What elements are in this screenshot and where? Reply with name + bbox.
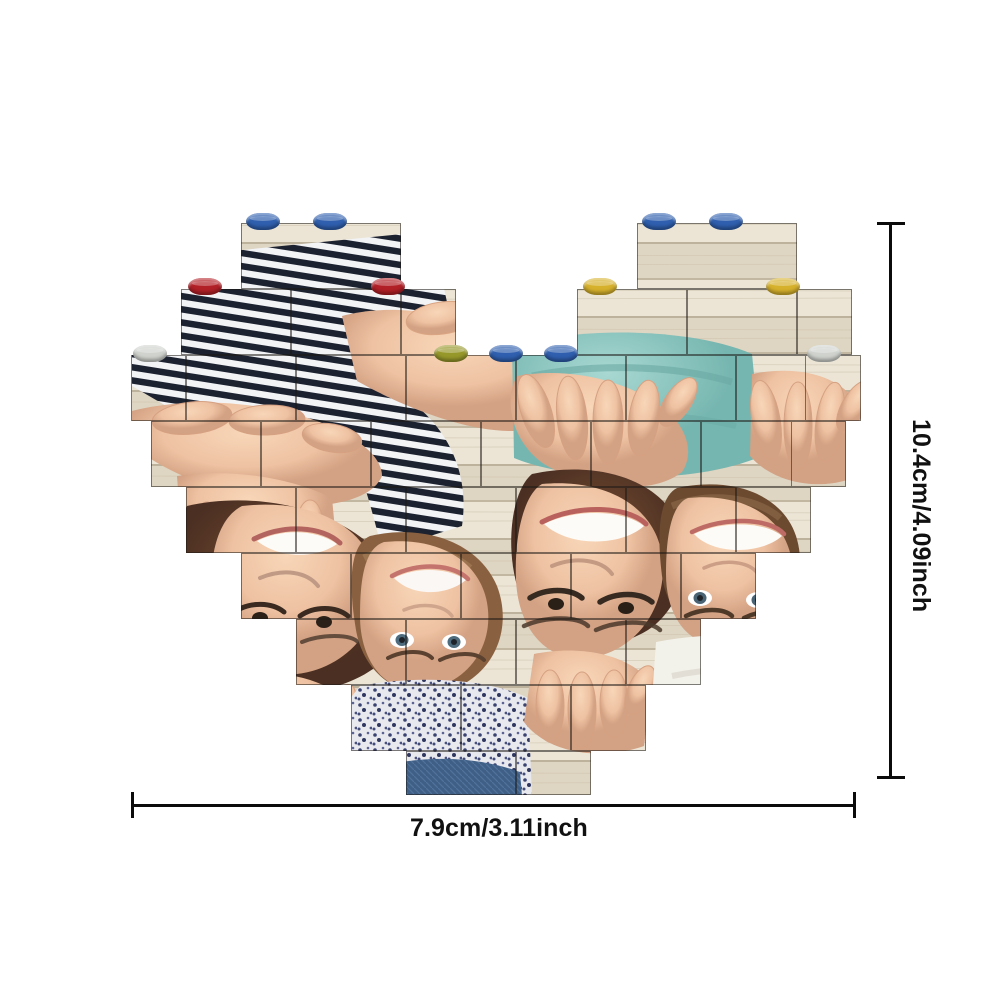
brick-r6-d[interactable] — [571, 553, 681, 619]
stud-top-right-2-icon — [709, 213, 743, 230]
brick-r5-b[interactable] — [296, 487, 406, 553]
brick-r5-c[interactable] — [406, 487, 516, 553]
brick-r4-a[interactable] — [151, 421, 261, 487]
brick-r4-b[interactable] — [261, 421, 371, 487]
brick-r2-left-a[interactable] — [181, 289, 291, 355]
stud-top-left-1-icon — [246, 213, 280, 230]
brick-r3-c[interactable] — [296, 355, 406, 421]
brick-r9-a[interactable] — [406, 751, 516, 795]
brick-r9-b[interactable] — [516, 751, 591, 795]
height-dimension-line — [889, 222, 892, 779]
brick-r7-c[interactable] — [516, 619, 626, 685]
height-dimension-cap-top — [877, 222, 905, 225]
stud-row2-left-2-icon — [371, 278, 405, 295]
brick-r3-h[interactable] — [805, 355, 861, 421]
brick-r8-b[interactable] — [461, 685, 571, 751]
width-dimension-line — [131, 804, 856, 807]
width-dimension-label: 7.9cm/3.11inch — [410, 814, 588, 842]
brick-r3-b[interactable] — [186, 355, 296, 421]
stud-mid-3-icon — [544, 345, 578, 362]
stud-row2-right-2-icon — [766, 278, 800, 295]
stud-row2-right-1-icon — [583, 278, 617, 295]
brick-r7-a[interactable] — [296, 619, 406, 685]
brick-r4-e[interactable] — [591, 421, 701, 487]
stud-mid-1-icon — [434, 345, 468, 362]
brick-r8-a[interactable] — [351, 685, 461, 751]
height-dimension-cap-bottom — [877, 776, 905, 779]
stud-row2-left-1-icon — [188, 278, 222, 295]
brick-r3-a[interactable] — [131, 355, 186, 421]
brick-r5-a[interactable] — [186, 487, 296, 553]
brick-r2-right-c[interactable] — [797, 289, 852, 355]
brick-r4-g[interactable] — [791, 421, 846, 487]
brick-r2-left-c[interactable] — [401, 289, 456, 355]
brick-r4-d[interactable] — [481, 421, 591, 487]
brick-r6-a[interactable] — [241, 553, 351, 619]
width-dimension-cap-left — [131, 792, 134, 818]
stud-top-right-1-icon — [642, 213, 676, 230]
brick-r6-c[interactable] — [461, 553, 571, 619]
brick-r6-e[interactable] — [681, 553, 756, 619]
brick-r7-d[interactable] — [626, 619, 701, 685]
brick-r3-d[interactable] — [406, 355, 516, 421]
brick-r2-left-b[interactable] — [291, 289, 401, 355]
brick-r2-right-b[interactable] — [687, 289, 797, 355]
heart-shaped-photo-block[interactable] — [131, 205, 861, 795]
height-dimension-label: 10.4cm/4.09inch — [907, 419, 935, 613]
stud-mid-2-icon — [489, 345, 523, 362]
stud-left-edge-icon — [133, 345, 167, 362]
stud-right-edge-icon — [807, 345, 841, 362]
brick-r3-f[interactable] — [626, 355, 736, 421]
brick-r4-c[interactable] — [371, 421, 481, 487]
brick-r5-d[interactable] — [516, 487, 626, 553]
brick-r3-e[interactable] — [516, 355, 626, 421]
brick-r1-left[interactable] — [241, 223, 401, 289]
brick-r8-c[interactable] — [571, 685, 646, 751]
brick-r5-e[interactable] — [626, 487, 736, 553]
stud-top-left-2-icon — [313, 213, 347, 230]
brick-r6-b[interactable] — [351, 553, 461, 619]
brick-r5-f[interactable] — [736, 487, 811, 553]
brick-r7-b[interactable] — [406, 619, 516, 685]
brick-r2-right-a[interactable] — [577, 289, 687, 355]
width-dimension-cap-right — [853, 792, 856, 818]
